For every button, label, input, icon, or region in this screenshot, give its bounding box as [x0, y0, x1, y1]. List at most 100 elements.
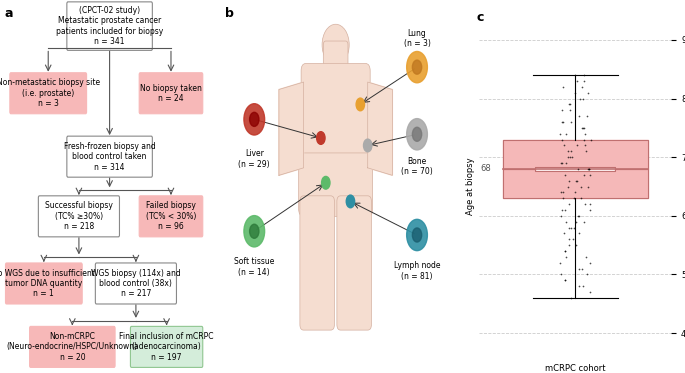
Point	[560, 207, 571, 213]
FancyBboxPatch shape	[323, 41, 348, 78]
Point	[582, 272, 593, 278]
FancyBboxPatch shape	[130, 326, 203, 367]
Point	[583, 166, 594, 172]
Point	[577, 125, 588, 131]
Point	[558, 142, 569, 148]
Circle shape	[412, 60, 422, 74]
Point	[566, 154, 577, 160]
Point	[582, 90, 593, 96]
Text: Failed biopsy
(TC% < 30%)
n = 96: Failed biopsy (TC% < 30%) n = 96	[146, 201, 196, 231]
Point	[554, 131, 565, 137]
Point	[564, 154, 575, 160]
Point	[573, 166, 584, 172]
FancyBboxPatch shape	[299, 153, 373, 216]
Point	[571, 178, 582, 184]
Point	[560, 131, 571, 137]
Point	[577, 283, 588, 289]
Text: a: a	[4, 7, 13, 21]
FancyBboxPatch shape	[95, 263, 177, 304]
Point	[560, 248, 571, 254]
Point	[564, 178, 575, 184]
Point	[556, 272, 567, 278]
Text: b: b	[225, 7, 234, 21]
Circle shape	[249, 112, 259, 126]
Point	[579, 219, 590, 225]
FancyBboxPatch shape	[139, 196, 203, 237]
Point	[561, 254, 572, 260]
Point	[575, 184, 586, 189]
Point	[558, 231, 569, 236]
Text: Final inclusion of mCRPC
(adenocarcinoma)
n = 197: Final inclusion of mCRPC (adenocarcinoma…	[119, 332, 214, 362]
Point	[573, 213, 584, 219]
FancyBboxPatch shape	[38, 196, 119, 237]
Point	[579, 172, 590, 178]
Point	[557, 195, 568, 201]
Text: 68: 68	[480, 164, 491, 173]
Text: Bone
(n = 70): Bone (n = 70)	[401, 157, 433, 176]
Text: Lung
(n = 3): Lung (n = 3)	[403, 29, 430, 48]
Point	[560, 248, 571, 254]
Point	[571, 242, 582, 248]
Point	[573, 231, 584, 236]
Point	[556, 119, 567, 125]
Point	[565, 148, 576, 154]
Point	[580, 131, 591, 137]
FancyBboxPatch shape	[337, 196, 371, 330]
Point	[562, 184, 573, 189]
Point	[582, 166, 593, 172]
Point	[556, 160, 566, 166]
Text: No biopsy taken
n = 24: No biopsy taken n = 24	[140, 84, 202, 103]
Point	[582, 113, 593, 119]
Polygon shape	[503, 169, 648, 198]
Circle shape	[244, 216, 264, 247]
Y-axis label: Age at biopsy: Age at biopsy	[466, 158, 475, 215]
Point	[584, 166, 595, 172]
Point	[585, 137, 596, 142]
Point	[558, 189, 569, 195]
Point	[558, 119, 569, 125]
Point	[585, 172, 596, 178]
Text: Soft tissue
(n = 14): Soft tissue (n = 14)	[234, 257, 275, 277]
Point	[559, 277, 570, 283]
Circle shape	[407, 219, 427, 251]
Point	[583, 184, 594, 189]
Point	[571, 178, 582, 184]
Circle shape	[321, 176, 330, 189]
Point	[556, 137, 567, 142]
Circle shape	[407, 119, 427, 150]
Circle shape	[412, 127, 422, 141]
Point	[574, 113, 585, 119]
Point	[568, 236, 579, 242]
Text: Lymph node
(n = 81): Lymph node (n = 81)	[394, 261, 440, 280]
Point	[568, 195, 579, 201]
Text: Liver
(n = 29): Liver (n = 29)	[238, 149, 270, 169]
Point	[562, 154, 573, 160]
Circle shape	[346, 195, 355, 208]
Circle shape	[244, 104, 264, 135]
Text: mCRPC cohort: mCRPC cohort	[545, 364, 606, 373]
Text: Successful biopsy
(TC% ≥30%)
n = 218: Successful biopsy (TC% ≥30%) n = 218	[45, 201, 113, 231]
Point	[580, 201, 590, 207]
Point	[564, 101, 575, 107]
Point	[579, 72, 590, 78]
Point	[572, 78, 583, 84]
Point	[560, 172, 571, 178]
FancyBboxPatch shape	[10, 73, 86, 114]
Point	[563, 148, 574, 154]
Point	[558, 84, 569, 90]
Point	[580, 142, 590, 148]
FancyBboxPatch shape	[67, 136, 152, 177]
Point	[574, 95, 585, 101]
Circle shape	[412, 228, 422, 242]
Text: (CPCT-02 study)
Metastatic prostate cancer
patients included for biopsy
n = 341: (CPCT-02 study) Metastatic prostate canc…	[56, 6, 163, 46]
Point	[563, 225, 574, 231]
Polygon shape	[503, 140, 648, 169]
Point	[580, 254, 591, 260]
Point	[570, 189, 581, 195]
Point	[571, 142, 582, 148]
Point	[563, 236, 574, 242]
FancyBboxPatch shape	[139, 73, 203, 114]
Point	[569, 90, 580, 96]
Point	[573, 266, 584, 272]
Point	[580, 148, 591, 154]
